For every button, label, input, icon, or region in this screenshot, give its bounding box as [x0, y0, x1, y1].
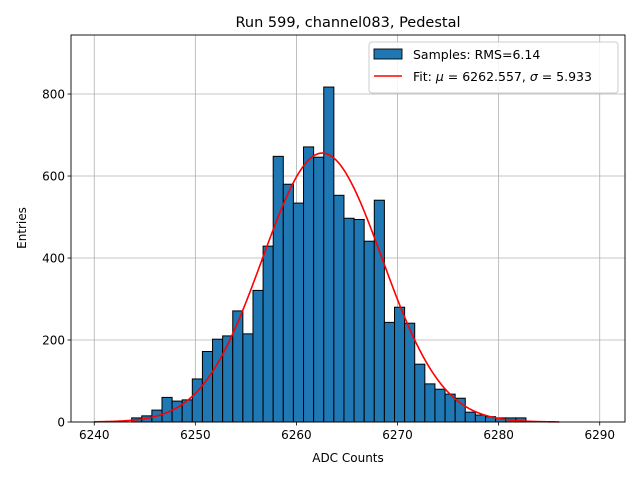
x-axis-ticks: 6240 6250 6260 6270 6280 6290 — [79, 422, 615, 442]
histogram-bar — [242, 333, 254, 423]
legend-fit-mu-symbol: μ — [435, 69, 444, 84]
histogram-bar — [252, 289, 264, 423]
x-tick-label: 6280 — [483, 428, 514, 442]
histogram-bar — [201, 350, 214, 423]
legend-fit-prefix: Fit: — [413, 69, 436, 84]
histogram-bar — [232, 310, 244, 423]
histogram-bar — [383, 321, 396, 423]
legend: Samples: RMS=6.14 Fit: μ = 6262.557, σ =… — [368, 41, 619, 94]
histogram-bar — [474, 414, 486, 423]
histogram-bar — [434, 388, 446, 423]
y-tick-label: 600 — [42, 170, 65, 184]
histogram-bar — [313, 156, 325, 423]
fit-curve — [94, 152, 560, 423]
histogram-bar — [454, 397, 466, 423]
histogram-bar — [161, 396, 173, 423]
histogram-bar — [323, 86, 335, 423]
histogram-bar — [464, 411, 476, 423]
y-axis-ticks: 0 200 400 600 800 — [42, 88, 71, 430]
y-tick-label: 200 — [42, 334, 65, 348]
histogram-bar — [303, 146, 315, 423]
legend-fit-mu-value: = 6262.557, — [444, 69, 530, 84]
y-tick-label: 0 — [57, 416, 65, 430]
x-tick-label: 6240 — [79, 428, 110, 442]
histogram-bar — [212, 338, 224, 423]
plot-frame — [70, 34, 626, 423]
x-tick-label: 6290 — [584, 428, 615, 442]
x-tick-label: 6250 — [180, 428, 211, 442]
histogram-bar — [394, 306, 406, 423]
legend-box — [368, 41, 619, 94]
histogram-bar — [171, 400, 183, 423]
histogram-bar — [333, 194, 345, 423]
x-axis-label: ADC Counts — [312, 451, 384, 465]
histogram-bar — [262, 245, 274, 423]
x-tick-label: 6270 — [382, 428, 413, 442]
histogram-bar — [292, 202, 305, 423]
legend-fit-sigma-value: = 5.933 — [538, 69, 592, 84]
legend-label-fit: Fit: μ = 6262.557, σ = 5.933 — [413, 69, 592, 84]
histogram-bar — [272, 155, 284, 423]
histogram-bar — [191, 378, 203, 423]
histogram-bar — [282, 183, 294, 423]
y-tick-label: 800 — [42, 88, 65, 102]
legend-swatch-samples — [373, 48, 403, 60]
histogram-bar — [222, 335, 234, 423]
histogram-bar — [373, 199, 385, 423]
x-tick-label: 6260 — [281, 428, 312, 442]
histogram-bar — [363, 240, 375, 423]
histogram-bar — [343, 217, 355, 423]
histogram-bar — [424, 383, 436, 423]
y-tick-label: 400 — [42, 252, 65, 266]
histogram-bar — [414, 363, 426, 423]
legend-fit-sigma-symbol: σ — [530, 69, 539, 84]
histogram-bar — [353, 218, 365, 423]
y-axis-label: Entries — [15, 207, 29, 249]
chart-title: Run 599, channel083, Pedestal — [235, 15, 460, 31]
legend-label-samples: Samples: RMS=6.14 — [413, 47, 540, 62]
